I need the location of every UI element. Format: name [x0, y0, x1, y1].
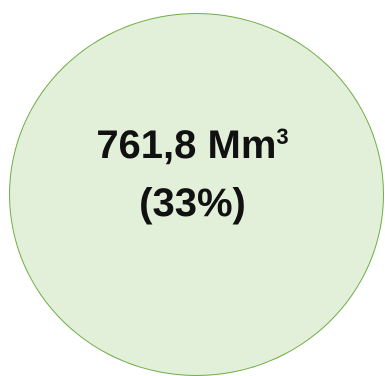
volume-value-line: 761,8 Mm3 [0, 116, 385, 174]
volume-unit-exponent: 3 [276, 123, 289, 149]
volume-circle [9, 13, 384, 376]
volume-percent: (33%) [139, 181, 246, 225]
volume-label: 761,8 Mm3 (33%) [0, 116, 385, 232]
volume-value: 761,8 Mm [96, 123, 277, 167]
